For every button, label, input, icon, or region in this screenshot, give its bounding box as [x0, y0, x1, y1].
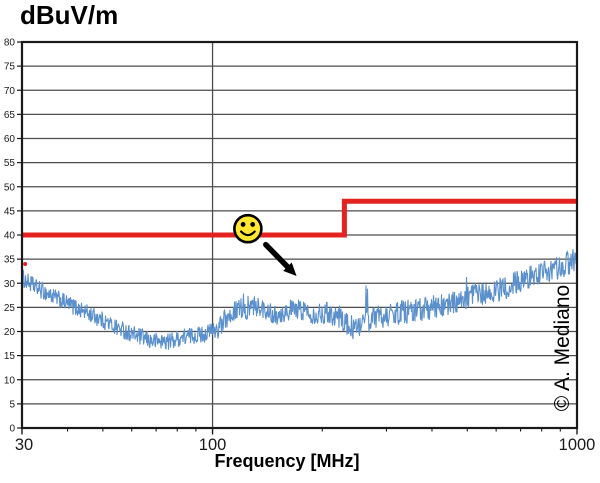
y-tick-label: 10: [4, 375, 16, 386]
x-tick-label: 30: [15, 436, 33, 454]
trace-start-marker: [23, 261, 28, 266]
y-tick-label: 0: [9, 424, 15, 435]
plot-frame: [20, 40, 579, 430]
x-tick-label: 1000: [559, 436, 596, 454]
smiley-right-eye: [250, 222, 256, 227]
y-tick-label: 65: [4, 110, 16, 121]
copyright-watermark: © A. Mediano: [551, 284, 574, 412]
y-tick-label: 50: [4, 182, 16, 193]
y-axis-unit-title: dBuV/m: [20, 0, 119, 30]
y-tick-label: 55: [4, 158, 16, 169]
x-tick-label: 100: [199, 436, 227, 454]
smiley-left-eye: [240, 222, 246, 227]
y-tick-label: 5: [9, 399, 15, 410]
smiley-mouth: [240, 230, 256, 237]
y-tick-label: 25: [4, 303, 16, 314]
y-tick-label: 45: [4, 206, 16, 217]
y-tick-label: 30: [4, 279, 16, 290]
y-tick-label: 70: [4, 86, 16, 97]
annotation-arrow-shaft: [263, 241, 292, 271]
x-axis-title: Frequency [MHz]: [214, 451, 360, 471]
y-tick-label: 80: [4, 38, 16, 49]
y-tick-label: 20: [4, 327, 16, 338]
y-tick-label: 40: [4, 231, 16, 242]
y-tick-label: 60: [4, 134, 16, 145]
annotation-arrow-head: [283, 262, 297, 277]
measurement-trace: [22, 249, 577, 350]
y-tick-label: 75: [4, 62, 16, 73]
y-tick-label: 35: [4, 255, 16, 266]
smiley-face-icon: [233, 213, 263, 244]
limit-line: [22, 198, 577, 238]
y-tick-label: 15: [4, 351, 16, 362]
